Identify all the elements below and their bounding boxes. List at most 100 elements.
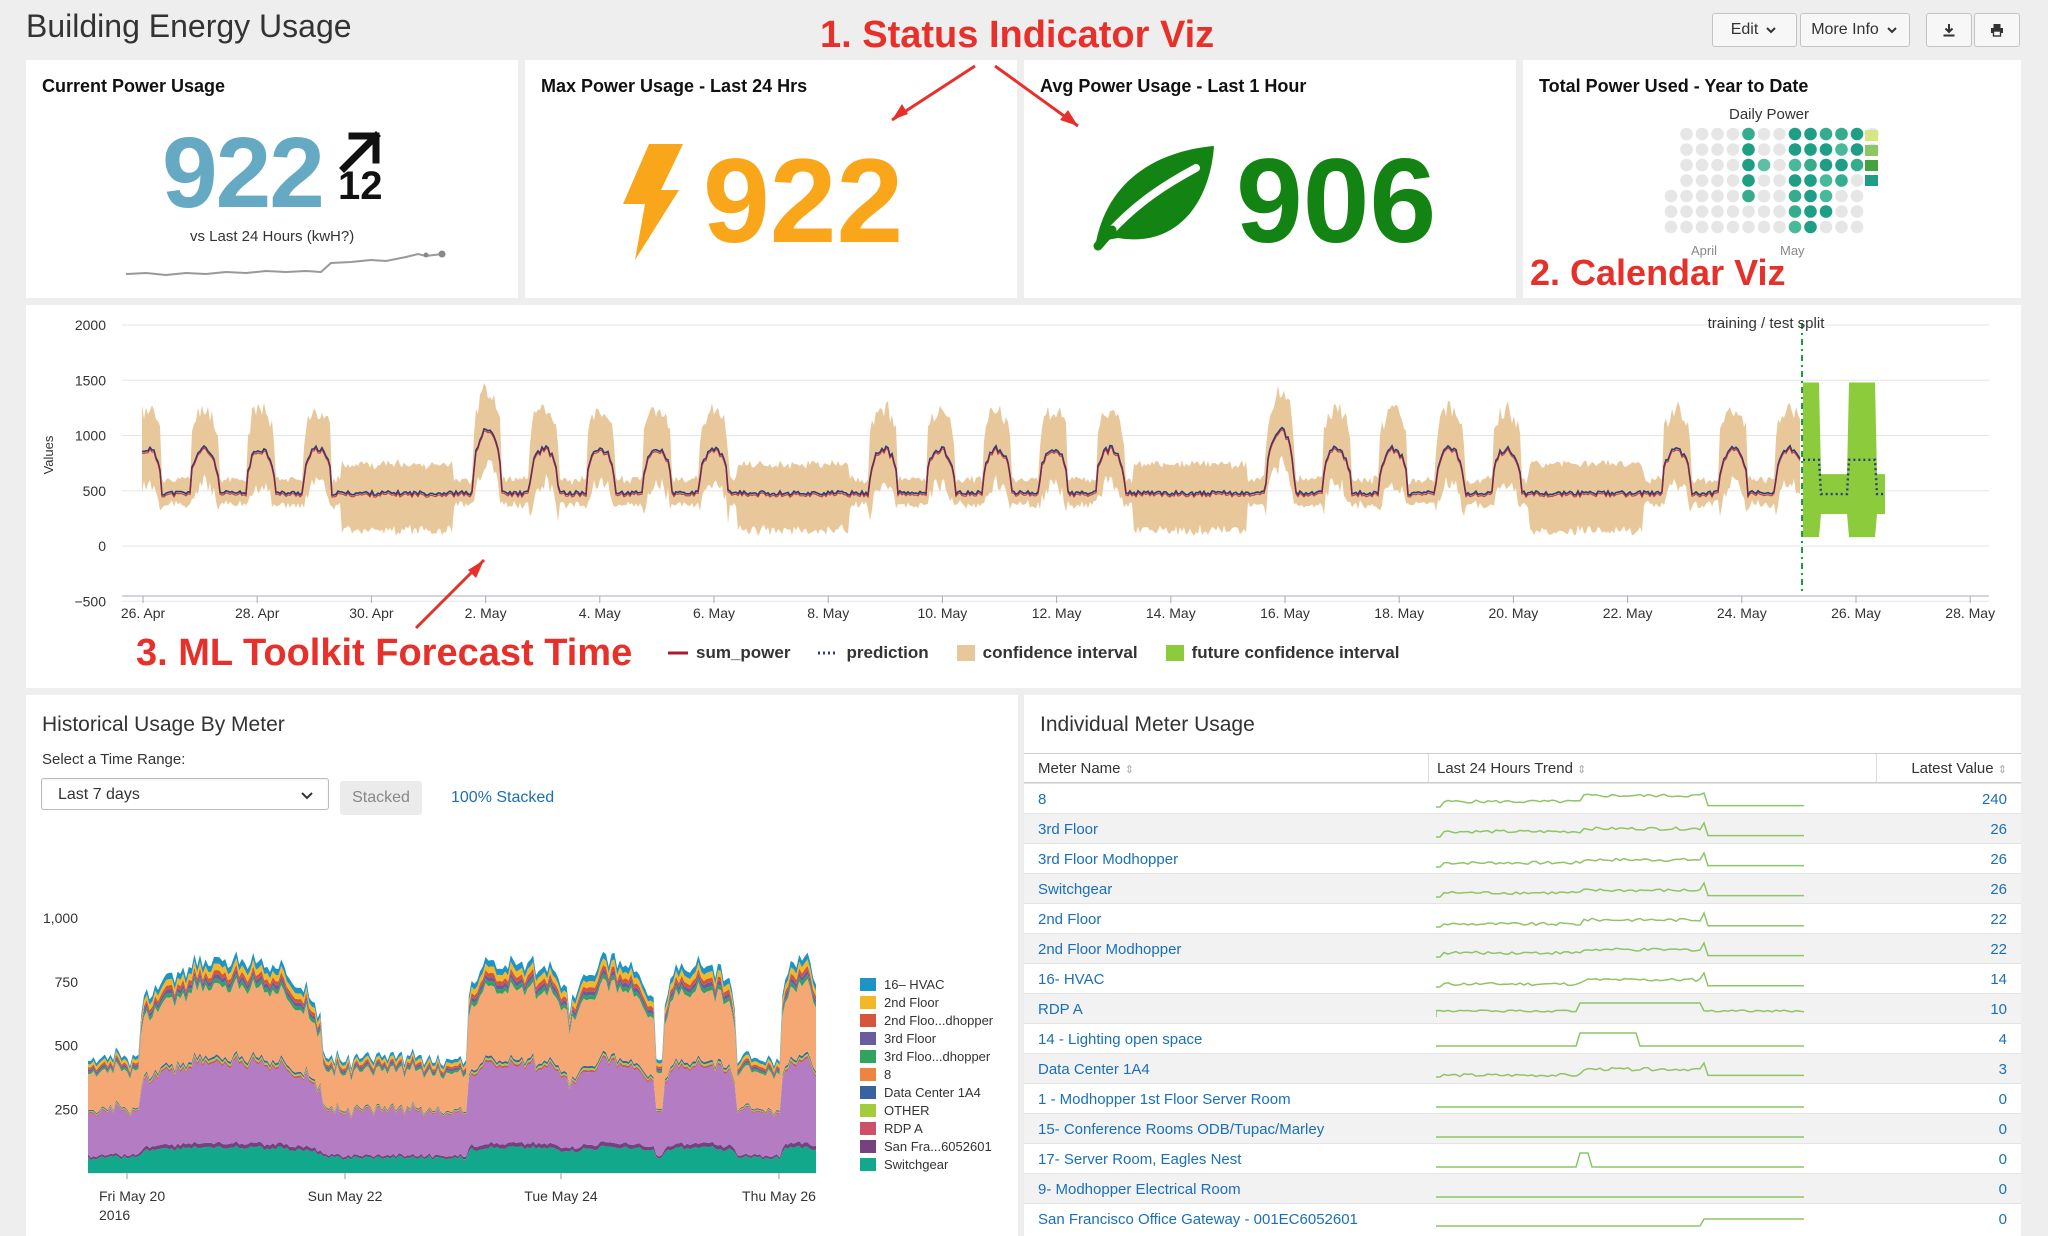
legend-item[interactable]: 16– HVAC bbox=[860, 975, 993, 993]
legend-item[interactable]: San Fra...6052601 bbox=[860, 1137, 993, 1155]
column-header-latest[interactable]: Latest Value ⇕ bbox=[1911, 760, 2007, 777]
table-row[interactable]: 16- HVAC 14 bbox=[1024, 963, 2021, 993]
latest-value[interactable]: 4 bbox=[1998, 1031, 2007, 1048]
calendar-day-cell bbox=[1680, 174, 1693, 187]
latest-value[interactable]: 0 bbox=[1998, 1091, 2007, 1108]
latest-value[interactable]: 0 bbox=[1998, 1211, 2007, 1228]
latest-value[interactable]: 240 bbox=[1981, 791, 2007, 808]
x-tick-label: 8. May bbox=[807, 605, 849, 621]
meter-name-link[interactable]: 3rd Floor Modhopper bbox=[1038, 851, 1179, 868]
column-header-trend[interactable]: Last 24 Hours Trend ⇕ bbox=[1428, 754, 1586, 782]
print-button[interactable] bbox=[1974, 13, 2020, 47]
meter-name-link[interactable]: 8 bbox=[1038, 791, 1047, 808]
stacked-button[interactable]: Stacked bbox=[340, 781, 422, 815]
latest-value[interactable]: 26 bbox=[1990, 881, 2007, 898]
calendar-day-cell bbox=[1664, 220, 1678, 234]
meter-name-link[interactable]: 16- HVAC bbox=[1038, 971, 1105, 988]
download-button[interactable] bbox=[1926, 13, 1972, 47]
latest-value[interactable]: 22 bbox=[1990, 941, 2007, 958]
legend-item[interactable]: OTHER bbox=[860, 1101, 993, 1119]
sparkline-path bbox=[1436, 1218, 1804, 1227]
legend-swatch-icon bbox=[860, 1157, 876, 1171]
meter-name-link[interactable]: 2nd Floor bbox=[1038, 911, 1102, 928]
calendar-subtitle: Daily Power bbox=[1729, 106, 1810, 123]
latest-value[interactable]: 22 bbox=[1990, 911, 2007, 928]
latest-value[interactable]: 3 bbox=[1998, 1061, 2007, 1078]
legend-item[interactable]: 2nd Floo...dhopper bbox=[860, 1011, 993, 1029]
time-range-select[interactable]: Last 7 days bbox=[41, 778, 329, 810]
calendar-day-cell bbox=[1711, 158, 1724, 172]
current-power-delta: 12 bbox=[338, 164, 383, 208]
calendar-day-cell bbox=[1695, 205, 1709, 218]
current-power-sparkline bbox=[126, 250, 446, 277]
current-power-value: 922 bbox=[162, 117, 325, 229]
dashboard-title: Building Energy Usage bbox=[26, 8, 352, 44]
table-row[interactable]: 9- Modhopper Electrical Room 0 bbox=[1024, 1173, 2021, 1203]
latest-value[interactable]: 26 bbox=[1990, 821, 2007, 838]
table-row[interactable]: 1 - Modhopper 1st Floor Server Room 0 bbox=[1024, 1083, 2021, 1113]
more-info-button[interactable]: More Info bbox=[1800, 13, 1910, 47]
table-row[interactable]: 15- Conference Rooms ODB/Tupac/Marley 0 bbox=[1024, 1113, 2021, 1143]
calendar-day-cell bbox=[1773, 143, 1786, 156]
legend-item[interactable]: 2nd Floor bbox=[860, 993, 993, 1011]
sparkline-path bbox=[1436, 881, 1804, 898]
calendar-day-cell bbox=[1742, 220, 1755, 234]
edit-button[interactable]: Edit bbox=[1712, 13, 1797, 47]
legend-item[interactable]: Switchgear bbox=[860, 1155, 993, 1173]
meter-name-link[interactable]: San Francisco Office Gateway - 001EC6052… bbox=[1038, 1211, 1358, 1228]
meter-name-link[interactable]: Data Center 1A4 bbox=[1038, 1061, 1150, 1078]
table-row[interactable]: 14 - Lighting open space 4 bbox=[1024, 1023, 2021, 1053]
latest-value[interactable]: 0 bbox=[1998, 1181, 2007, 1198]
x-tick-label: Tue May 24 bbox=[524, 1188, 598, 1204]
x-tick-label: 10. May bbox=[917, 605, 967, 621]
table-row[interactable]: Switchgear 26 bbox=[1024, 873, 2021, 903]
y-tick-label: 1000 bbox=[75, 428, 106, 444]
y-tick-label: 750 bbox=[55, 974, 79, 990]
pct-stacked-button[interactable]: 100% Stacked bbox=[451, 789, 555, 806]
table-row[interactable]: 8 240 bbox=[1024, 783, 2021, 813]
meter-name-link[interactable]: 15- Conference Rooms ODB/Tupac/Marley bbox=[1038, 1121, 1325, 1138]
meter-name-link[interactable]: 3rd Floor bbox=[1038, 821, 1099, 838]
latest-value[interactable]: 10 bbox=[1990, 1001, 2007, 1018]
legend-prediction[interactable]: prediction bbox=[818, 643, 929, 663]
legend-sum-power[interactable]: sum_power bbox=[668, 643, 790, 663]
legend-item[interactable]: RDP A bbox=[860, 1119, 993, 1137]
sparkline-path bbox=[1436, 910, 1804, 928]
trend-sparkline bbox=[1436, 1136, 1804, 1138]
table-row[interactable]: San Francisco Office Gateway - 001EC6052… bbox=[1024, 1203, 2021, 1233]
calendar-day-cell bbox=[1819, 127, 1833, 141]
legend-item[interactable]: 8 bbox=[860, 1065, 993, 1083]
x-tick-label: 28. May bbox=[1945, 605, 1995, 621]
calendar-day-cell bbox=[1773, 189, 1786, 203]
table-row[interactable]: 3rd Floor 26 bbox=[1024, 813, 2021, 843]
panel-title: Individual Meter Usage bbox=[1040, 713, 1255, 736]
meter-name-link[interactable]: RDP A bbox=[1038, 1001, 1083, 1018]
calendar-day-cell bbox=[1804, 205, 1817, 218]
meter-name-link[interactable]: 17- Server Room, Eagles Nest bbox=[1038, 1151, 1242, 1168]
calendar-day-cell bbox=[1788, 220, 1802, 234]
legend-item[interactable]: Data Center 1A4 bbox=[860, 1083, 993, 1101]
latest-value[interactable]: 14 bbox=[1990, 971, 2007, 988]
calendar-day-cell bbox=[1773, 158, 1786, 172]
table-row[interactable]: 2nd Floor Modhopper 22 bbox=[1024, 933, 2021, 963]
latest-value[interactable]: 0 bbox=[1998, 1121, 2007, 1138]
latest-value[interactable]: 26 bbox=[1990, 851, 2007, 868]
table-row[interactable]: 17- Server Room, Eagles Nest 0 bbox=[1024, 1143, 2021, 1173]
calendar-day-cell bbox=[1711, 189, 1724, 203]
table-row[interactable]: Data Center 1A4 3 bbox=[1024, 1053, 2021, 1083]
meter-name-link[interactable]: 9- Modhopper Electrical Room bbox=[1038, 1181, 1241, 1198]
table-row[interactable]: RDP A 10 bbox=[1024, 993, 2021, 1023]
meter-name-link[interactable]: Switchgear bbox=[1038, 881, 1113, 898]
legend-swatch-icon bbox=[860, 1031, 876, 1045]
table-row[interactable]: 2nd Floor 22 bbox=[1024, 903, 2021, 933]
latest-value[interactable]: 0 bbox=[1998, 1151, 2007, 1168]
meter-name-link[interactable]: 1 - Modhopper 1st Floor Server Room bbox=[1038, 1091, 1291, 1108]
column-header-meter-name[interactable]: Meter Name ⇕ bbox=[1038, 760, 1134, 777]
meter-name-link[interactable]: 2nd Floor Modhopper bbox=[1038, 941, 1182, 958]
legend-confidence[interactable]: confidence interval bbox=[956, 643, 1138, 663]
table-row[interactable]: 3rd Floor Modhopper 26 bbox=[1024, 843, 2021, 873]
legend-future-confidence[interactable]: future confidence interval bbox=[1165, 643, 1399, 663]
meter-name-link[interactable]: 14 - Lighting open space bbox=[1038, 1031, 1203, 1048]
legend-item[interactable]: 3rd Floo...dhopper bbox=[860, 1047, 993, 1065]
legend-item[interactable]: 3rd Floor bbox=[860, 1029, 993, 1047]
